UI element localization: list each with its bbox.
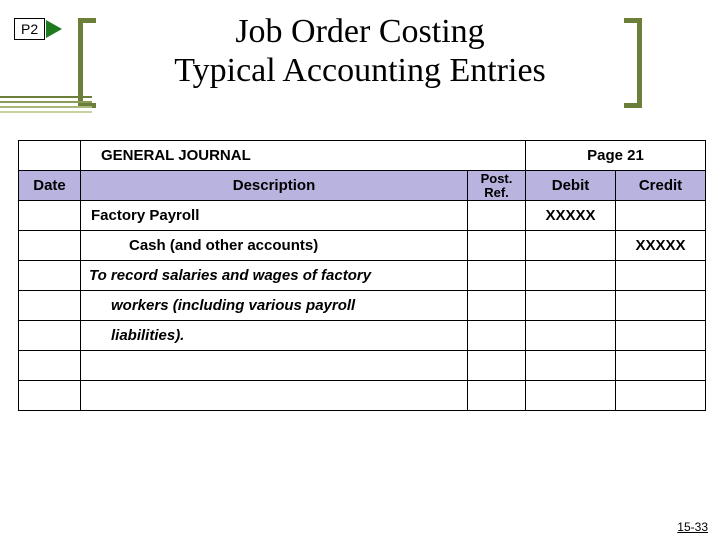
table-row: Cash (and other accounts) XXXXX: [19, 231, 706, 261]
journal-page: Page 21: [526, 141, 706, 171]
cell-debit: [526, 351, 616, 381]
cell-date: [19, 201, 81, 231]
col-date: Date: [19, 171, 81, 201]
cell-description: workers (including various payroll: [81, 291, 468, 321]
table-row: To record salaries and wages of factory: [19, 261, 706, 291]
cell-date: [19, 231, 81, 261]
cell-debit: [526, 321, 616, 351]
cell-date: [19, 351, 81, 381]
cell-credit: XXXXX: [616, 231, 706, 261]
cell-description: To record salaries and wages of factory: [81, 261, 468, 291]
cell-post-ref: [468, 381, 526, 411]
cell-description: Factory Payroll: [81, 201, 468, 231]
slide-title: Job Order Costing Typical Accounting Ent…: [110, 12, 610, 90]
table-row: Factory Payroll XXXXX: [19, 201, 706, 231]
cell-debit: [526, 381, 616, 411]
cell-credit: [616, 321, 706, 351]
cell-description: Cash (and other accounts): [81, 231, 468, 261]
table-row: liabilities).: [19, 321, 706, 351]
col-post-ref: Post. Ref.: [468, 171, 526, 201]
table-row: workers (including various payroll: [19, 291, 706, 321]
accent-lines: [0, 96, 92, 116]
cell-credit: [616, 351, 706, 381]
cell-date: [19, 381, 81, 411]
cell-credit: [616, 201, 706, 231]
arrow-icon: [46, 20, 62, 38]
post-ref-l2: Ref.: [484, 185, 509, 200]
cell-debit: [526, 231, 616, 261]
title-line-1: Job Order Costing: [110, 12, 610, 51]
journal-table: GENERAL JOURNAL Page 21 Date Description…: [18, 140, 706, 411]
cell-post-ref: [468, 261, 526, 291]
cell-description: liabilities).: [81, 321, 468, 351]
cell-description: [81, 381, 468, 411]
journal-heading: GENERAL JOURNAL: [81, 141, 526, 171]
general-journal: GENERAL JOURNAL Page 21 Date Description…: [18, 140, 706, 411]
bracket-right-icon: [616, 18, 642, 108]
cell-post-ref: [468, 201, 526, 231]
slide-number: 15-33: [677, 520, 708, 534]
table-row: [19, 381, 706, 411]
blank-corner: [19, 141, 81, 171]
cell-credit: [616, 291, 706, 321]
table-header-row: GENERAL JOURNAL Page 21: [19, 141, 706, 171]
cell-description: [81, 351, 468, 381]
cell-date: [19, 321, 81, 351]
cell-debit: [526, 291, 616, 321]
cell-post-ref: [468, 291, 526, 321]
col-debit: Debit: [526, 171, 616, 201]
col-description: Description: [81, 171, 468, 201]
bracket-left-icon: [78, 18, 104, 108]
table-columns-row: Date Description Post. Ref. Debit Credit: [19, 171, 706, 201]
cell-post-ref: [468, 321, 526, 351]
cell-post-ref: [468, 231, 526, 261]
cell-debit: [526, 261, 616, 291]
cell-post-ref: [468, 351, 526, 381]
cell-date: [19, 261, 81, 291]
table-row: [19, 351, 706, 381]
cell-credit: [616, 381, 706, 411]
badge-p2: P2: [14, 18, 45, 40]
cell-date: [19, 291, 81, 321]
cell-credit: [616, 261, 706, 291]
slide-header: P2 Job Order Costing Typical Accounting …: [0, 0, 720, 120]
cell-debit: XXXXX: [526, 201, 616, 231]
title-line-2: Typical Accounting Entries: [110, 51, 610, 90]
col-credit: Credit: [616, 171, 706, 201]
